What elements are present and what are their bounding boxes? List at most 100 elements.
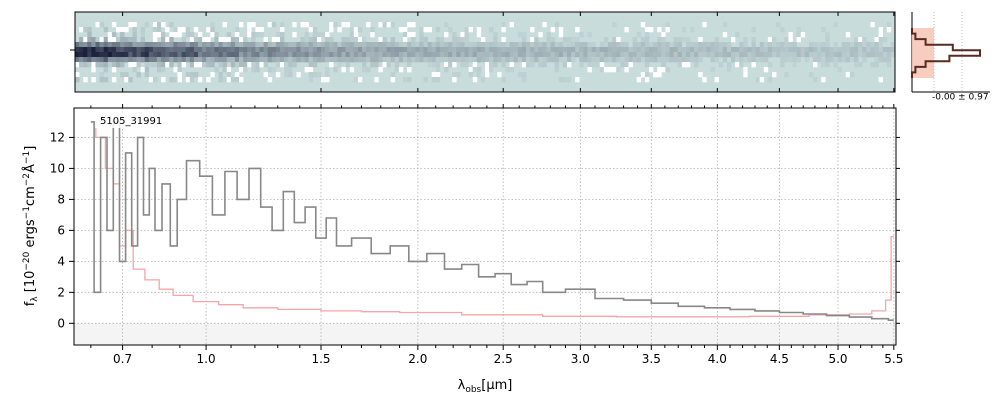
heatmap-cell: [526, 57, 531, 63]
heatmap-cell: [431, 47, 437, 53]
heatmap-cell: [132, 57, 137, 63]
heatmap-cell: [316, 52, 322, 58]
heatmap-cell: [854, 52, 859, 58]
heatmap-cell: [624, 62, 629, 68]
heatmap-cell: [583, 42, 588, 48]
heatmap-cell: [165, 37, 170, 43]
heatmap-cell: [550, 37, 555, 43]
heatmap-cell: [673, 52, 678, 58]
heatmap-cell: [649, 52, 654, 58]
heatmap-cell: [210, 47, 215, 53]
heatmap-cell: [288, 67, 293, 73]
heatmap-cell: [357, 57, 363, 63]
heatmap-cell: [772, 37, 777, 43]
heatmap-cell: [87, 62, 92, 68]
heatmap-cell: [829, 57, 834, 63]
heatmap-cell: [845, 57, 851, 63]
heatmap-cell: [673, 47, 678, 53]
heatmap-cell: [296, 52, 301, 58]
heatmap-cell: [439, 57, 445, 63]
heatmap-cell: [759, 47, 765, 53]
heatmap-cell: [152, 47, 158, 53]
heatmap-cell: [710, 52, 715, 58]
heatmap-cell: [407, 42, 412, 48]
heatmap-cell: [685, 42, 691, 48]
heatmap-cell: [763, 67, 769, 73]
heatmap-cell: [780, 57, 785, 63]
heatmap-cell: [558, 42, 564, 48]
profile-curve: [911, 28, 981, 78]
heatmap-cell: [649, 27, 654, 33]
heatmap-cell: [526, 62, 531, 68]
heatmap-cell: [263, 72, 268, 78]
heatmap-cell: [772, 72, 777, 78]
heatmap-cell: [247, 22, 252, 28]
heatmap-cell: [890, 42, 896, 48]
heatmap-cell: [296, 72, 301, 78]
heatmap-cell: [152, 27, 158, 33]
heatmap-cell: [800, 52, 806, 58]
heatmap-cell: [468, 27, 473, 33]
heatmap-cell: [394, 67, 400, 73]
heatmap-cell: [177, 57, 182, 63]
heatmap-cell: [833, 57, 838, 63]
heatmap-cell: [858, 37, 863, 43]
heatmap-cell: [460, 62, 465, 68]
heatmap-cell: [226, 47, 232, 53]
heatmap-cell: [75, 57, 80, 63]
heatmap-cell: [415, 52, 420, 58]
heatmap-cell: [813, 62, 818, 68]
heatmap-cell: [804, 57, 810, 63]
heatmap-cell: [681, 52, 687, 58]
heatmap-cell: [116, 27, 121, 33]
heatmap-cell: [567, 62, 572, 68]
heatmap-cell: [542, 47, 547, 53]
spectrum-2d-panel: [70, 11, 896, 93]
heatmap-cell: [103, 62, 109, 68]
heatmap-cell: [866, 52, 871, 58]
heatmap-cell: [308, 47, 314, 53]
x-tick-label: 4.5: [770, 352, 789, 366]
heatmap-cell: [558, 27, 564, 33]
heatmap-cell: [571, 47, 576, 53]
heatmap-cell: [862, 47, 867, 53]
heatmap-cell: [128, 62, 133, 68]
heatmap-cell: [567, 57, 572, 63]
heatmap-cell: [312, 37, 318, 43]
heatmap-cell: [362, 37, 367, 43]
heatmap-cell: [599, 42, 605, 48]
heatmap-cell: [353, 27, 359, 33]
heatmap-cell: [75, 72, 80, 78]
heatmap-cell: [837, 57, 842, 63]
heatmap-cell: [784, 52, 789, 58]
heatmap-cell: [886, 62, 892, 68]
heatmap-cell: [751, 57, 756, 63]
heatmap-cell: [681, 27, 687, 33]
heatmap-cell: [403, 27, 408, 33]
heatmap-cell: [165, 27, 170, 33]
heatmap-cell: [571, 52, 576, 58]
heatmap-cell: [214, 52, 219, 58]
heatmap-cell: [423, 77, 428, 83]
heatmap-cell: [189, 57, 195, 63]
heatmap-cell: [239, 77, 244, 83]
heatmap-cell: [128, 57, 133, 63]
heatmap-cell: [386, 47, 391, 53]
heatmap-cell: [644, 42, 650, 48]
heatmap-cell: [698, 37, 703, 43]
heatmap-cell: [702, 47, 707, 53]
heatmap-cell: [308, 72, 314, 78]
heatmap-cell: [435, 57, 441, 63]
heatmap-cell: [657, 52, 662, 58]
heatmap-cell: [690, 42, 695, 48]
heatmap-cell: [173, 42, 178, 48]
heatmap-cell: [230, 37, 236, 43]
heatmap-cell: [587, 57, 592, 63]
heatmap-cell: [198, 57, 203, 63]
heatmap-cell: [218, 57, 223, 63]
heatmap-cell: [407, 22, 412, 28]
heatmap-cell: [776, 42, 781, 48]
x-tick-label: 5.0: [828, 352, 847, 366]
heatmap-cell: [661, 57, 666, 63]
heatmap-cell: [476, 32, 482, 38]
